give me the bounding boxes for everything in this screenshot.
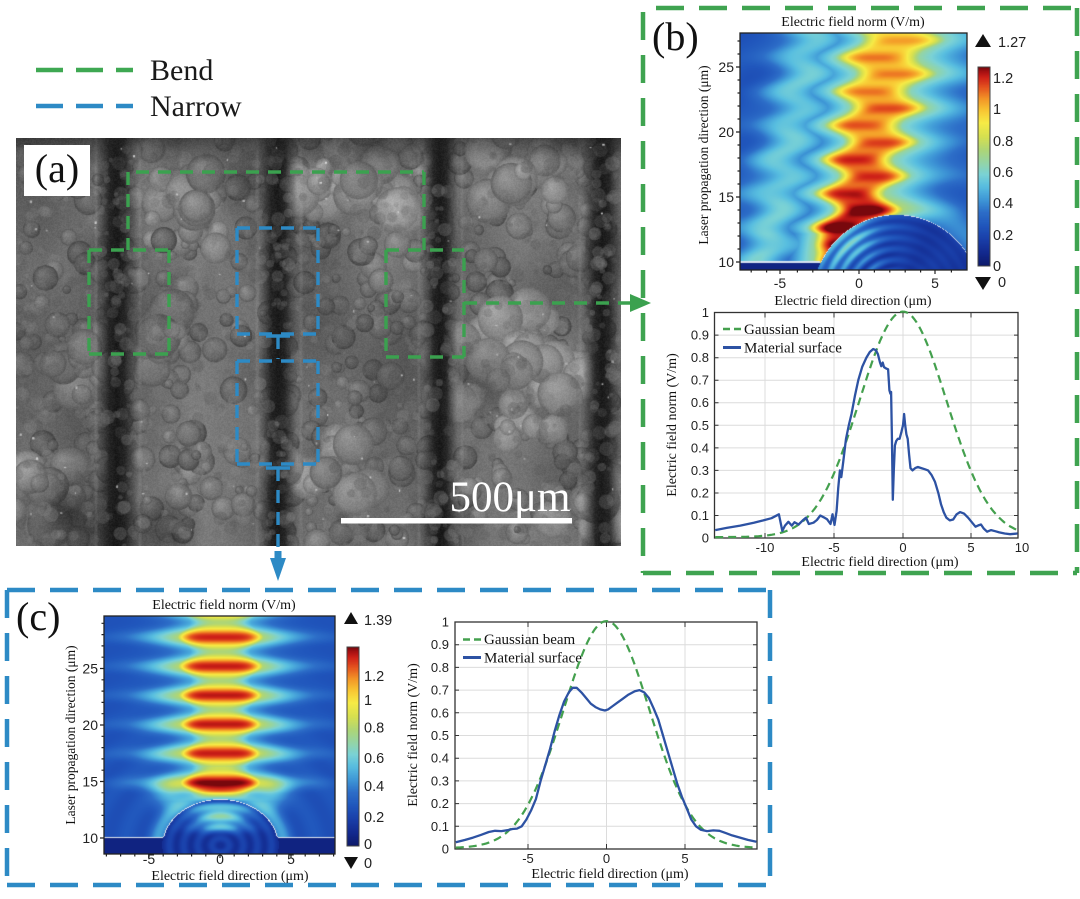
svg-text:0.7: 0.7 [691, 373, 709, 388]
svg-text:Material surface: Material surface [484, 651, 582, 667]
svg-text:Electric field direction (μm): Electric field direction (μm) [801, 555, 958, 570]
svg-text:0.2: 0.2 [431, 796, 449, 811]
svg-text:0: 0 [702, 531, 709, 546]
svg-text:1: 1 [364, 693, 372, 709]
svg-text:0.8: 0.8 [431, 660, 449, 675]
svg-text:0.9: 0.9 [431, 637, 449, 652]
svg-text:0.2: 0.2 [364, 810, 384, 826]
svg-text:0: 0 [603, 851, 610, 866]
svg-text:0.7: 0.7 [431, 683, 449, 698]
svg-text:25: 25 [82, 661, 98, 677]
svg-text:Electric field direction (μm): Electric field direction (μm) [151, 869, 308, 884]
svg-text:25: 25 [718, 59, 734, 75]
svg-text:0: 0 [855, 275, 863, 291]
svg-text:500μm: 500μm [449, 474, 570, 521]
svg-text:0.5: 0.5 [431, 728, 449, 743]
svg-text:5: 5 [287, 851, 295, 867]
svg-text:0: 0 [216, 851, 224, 867]
svg-text:10: 10 [82, 830, 98, 846]
svg-text:(b): (b) [652, 14, 699, 59]
svg-text:1.27: 1.27 [998, 35, 1026, 51]
svg-text:Electric field direction (μm): Electric field direction (μm) [531, 867, 688, 882]
svg-text:Gaussian beam: Gaussian beam [484, 632, 576, 648]
svg-text:0.1: 0.1 [691, 508, 709, 523]
svg-text:0.6: 0.6 [691, 395, 709, 410]
svg-text:-10: -10 [756, 540, 775, 555]
svg-text:0.8: 0.8 [691, 350, 709, 365]
svg-text:Gaussian beam: Gaussian beam [744, 322, 836, 338]
svg-text:15: 15 [718, 189, 734, 205]
svg-text:0: 0 [899, 540, 906, 555]
svg-text:1.39: 1.39 [364, 613, 392, 629]
svg-text:0: 0 [998, 275, 1006, 291]
svg-text:-5: -5 [774, 275, 787, 291]
svg-text:(a): (a) [35, 146, 79, 191]
svg-text:-5: -5 [522, 851, 534, 866]
svg-text:-5: -5 [828, 540, 840, 555]
svg-text:Electric field norm (V/m): Electric field norm (V/m) [781, 15, 925, 30]
svg-text:20: 20 [82, 717, 98, 733]
svg-text:0.6: 0.6 [364, 751, 384, 767]
svg-text:0.8: 0.8 [364, 721, 384, 737]
svg-text:15: 15 [82, 774, 98, 790]
svg-text:Electric field norm (V/m): Electric field norm (V/m) [406, 663, 421, 807]
svg-text:10: 10 [718, 254, 734, 270]
svg-text:0.5: 0.5 [691, 418, 709, 433]
svg-text:Material surface: Material surface [744, 341, 842, 357]
svg-text:0: 0 [993, 259, 1001, 275]
svg-text:1.2: 1.2 [993, 71, 1013, 87]
svg-text:0.9: 0.9 [691, 328, 709, 343]
svg-text:0.2: 0.2 [993, 228, 1013, 244]
svg-text:0.4: 0.4 [364, 779, 384, 795]
svg-text:0: 0 [442, 842, 449, 857]
svg-text:Narrow: Narrow [150, 90, 242, 123]
svg-text:Laser propagation direction (μ: Laser propagation direction (μm) [696, 65, 711, 244]
svg-text:20: 20 [718, 124, 734, 140]
svg-text:0.3: 0.3 [691, 463, 709, 478]
svg-text:0.4: 0.4 [431, 751, 449, 766]
svg-text:0.3: 0.3 [431, 773, 449, 788]
svg-text:0.6: 0.6 [431, 705, 449, 720]
svg-text:0.4: 0.4 [993, 196, 1013, 212]
svg-text:0.4: 0.4 [691, 440, 709, 455]
svg-text:(c): (c) [16, 594, 60, 639]
svg-text:1: 1 [993, 102, 1001, 118]
svg-text:0.2: 0.2 [691, 485, 709, 500]
svg-text:1: 1 [702, 305, 709, 320]
svg-text:1.2: 1.2 [364, 669, 384, 685]
svg-text:10: 10 [1015, 540, 1029, 555]
svg-text:Electric field norm (V/m): Electric field norm (V/m) [665, 353, 680, 497]
svg-text:-5: -5 [143, 851, 156, 867]
svg-text:0.6: 0.6 [993, 165, 1013, 181]
svg-text:1: 1 [442, 615, 449, 630]
svg-text:0.8: 0.8 [993, 134, 1013, 150]
svg-text:Bend: Bend [150, 54, 213, 87]
svg-text:Laser propagation direction (μ: Laser propagation direction (μm) [63, 645, 78, 824]
svg-text:0: 0 [364, 837, 372, 853]
svg-text:0: 0 [364, 856, 372, 872]
svg-text:5: 5 [931, 275, 939, 291]
svg-text:0.1: 0.1 [431, 819, 449, 834]
svg-text:Electric field norm (V/m): Electric field norm (V/m) [152, 598, 296, 613]
svg-text:5: 5 [681, 851, 688, 866]
svg-text:Electric field direction (μm): Electric field direction (μm) [774, 294, 931, 309]
svg-text:5: 5 [967, 540, 974, 555]
